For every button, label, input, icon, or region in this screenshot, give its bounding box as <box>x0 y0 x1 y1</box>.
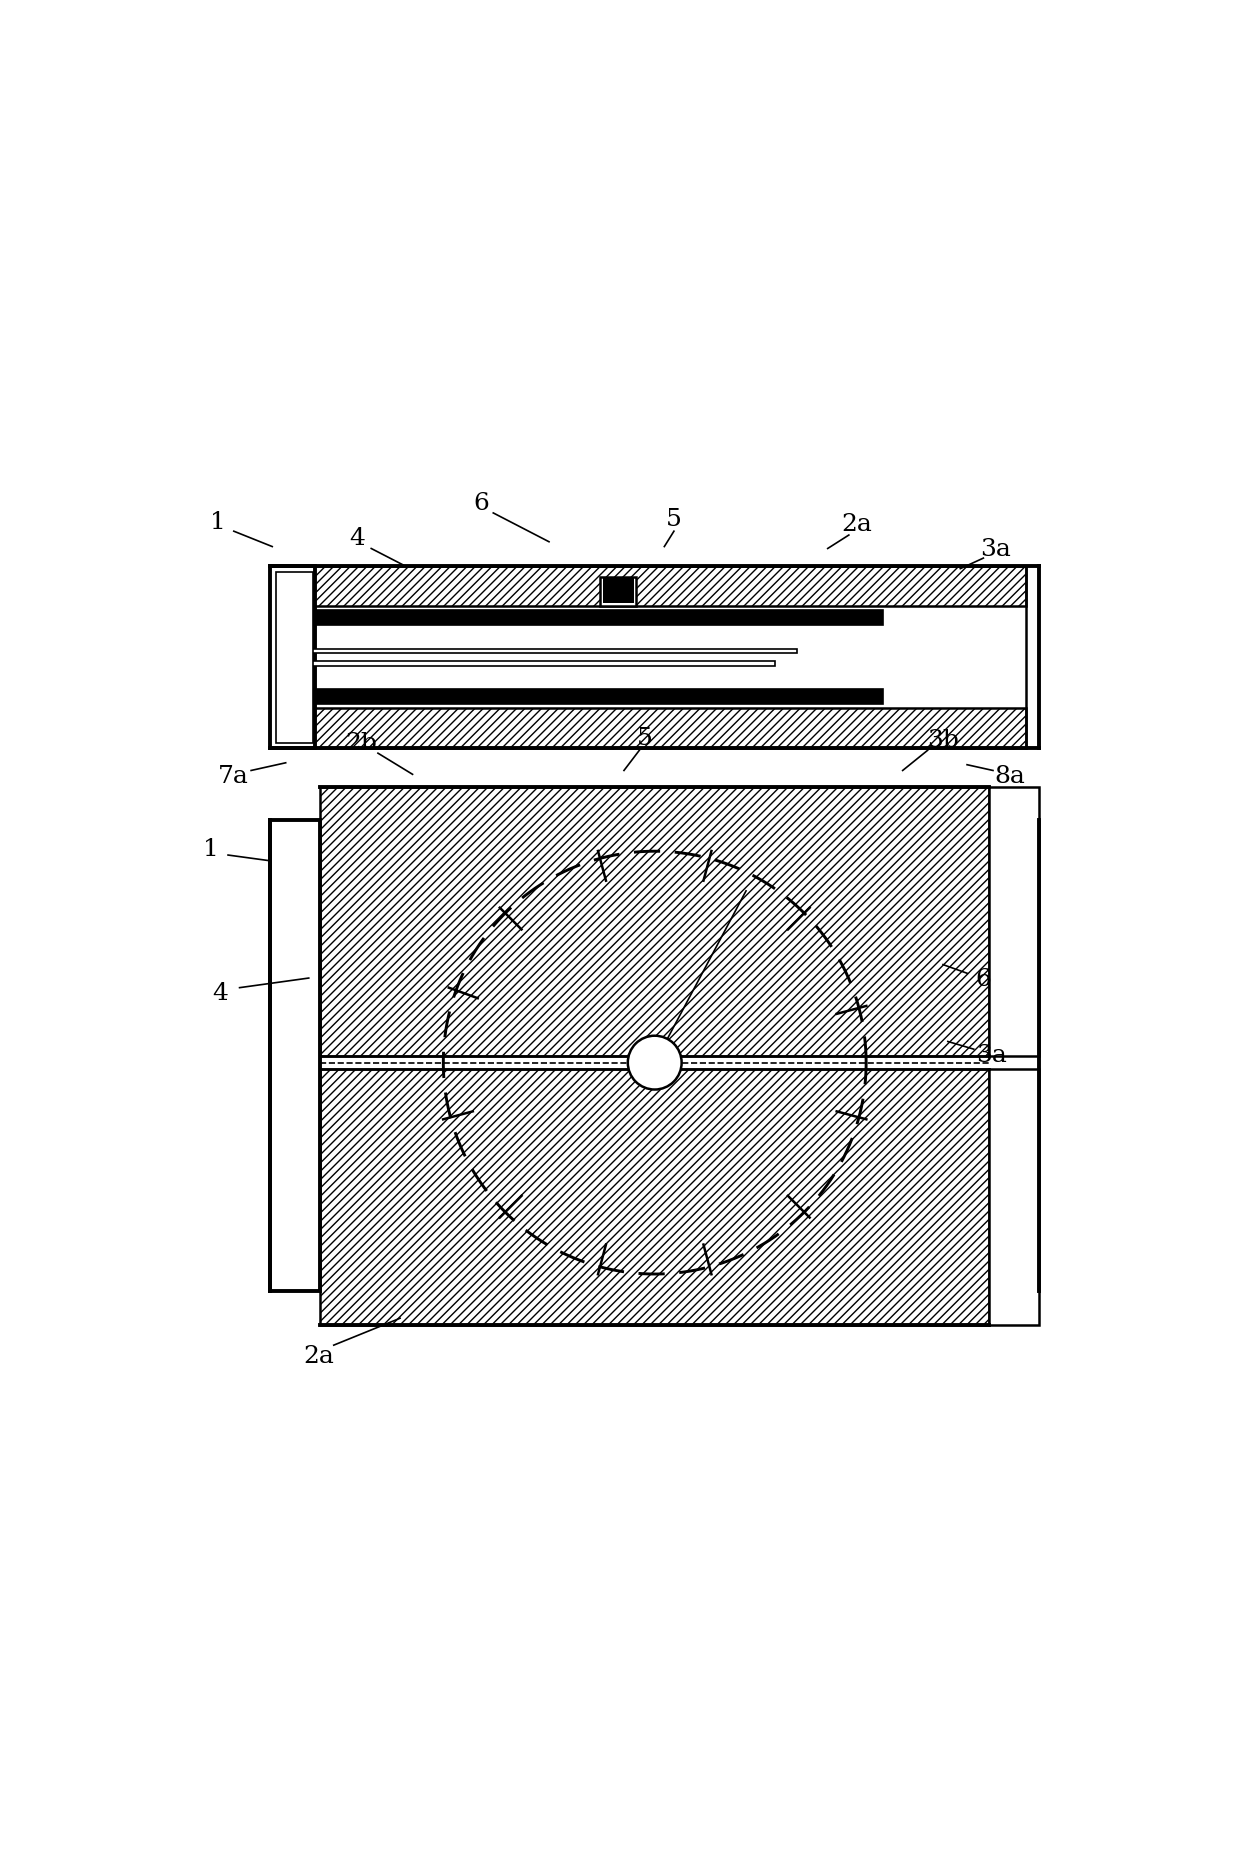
Text: 7a: 7a <box>218 765 249 788</box>
Bar <box>600 578 636 606</box>
Bar <box>311 610 883 624</box>
Text: 2a: 2a <box>841 513 872 536</box>
Text: 1: 1 <box>210 511 226 534</box>
Bar <box>277 571 312 743</box>
Text: 2b: 2b <box>346 732 377 754</box>
Text: 6: 6 <box>976 967 991 991</box>
Bar <box>320 1069 990 1325</box>
Bar <box>270 821 320 1292</box>
Text: 8a: 8a <box>994 765 1025 788</box>
Bar <box>270 565 315 749</box>
Bar <box>311 565 1025 606</box>
Bar <box>603 578 634 604</box>
Bar <box>311 649 797 652</box>
Text: 3a: 3a <box>981 537 1012 561</box>
Text: 1: 1 <box>203 838 218 862</box>
Text: 4: 4 <box>212 982 228 1004</box>
Text: 5: 5 <box>637 726 653 750</box>
Text: 6: 6 <box>474 491 490 515</box>
Bar <box>311 708 1025 749</box>
Text: 4: 4 <box>348 528 365 550</box>
Text: 5: 5 <box>666 508 682 532</box>
Text: 3b: 3b <box>928 730 959 752</box>
Text: 3a: 3a <box>976 1045 1007 1067</box>
Bar <box>311 606 1025 708</box>
Circle shape <box>627 1036 682 1090</box>
Text: 2a: 2a <box>303 1345 334 1368</box>
Bar <box>990 1069 1039 1325</box>
Bar <box>311 662 775 665</box>
Bar <box>990 788 1039 1056</box>
Bar <box>320 788 990 1056</box>
Bar <box>311 689 883 704</box>
